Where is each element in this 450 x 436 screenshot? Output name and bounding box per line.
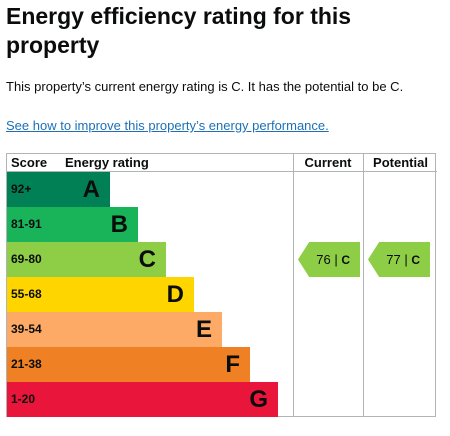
current-rating-value: 76 | bbox=[316, 252, 338, 267]
band-score: 92+ bbox=[7, 172, 55, 207]
band-bar: A bbox=[55, 172, 110, 207]
band-b: 81-91 B bbox=[7, 207, 293, 242]
energy-rating-chart: Score Energy rating Current Potential 92… bbox=[6, 153, 437, 417]
potential-rating-arrow: 77 | C bbox=[368, 242, 430, 277]
score-header: Score bbox=[7, 154, 55, 172]
potential-rating-letter: C bbox=[411, 253, 420, 267]
potential-rating-value: 77 | bbox=[386, 252, 408, 267]
band-bar: E bbox=[55, 312, 222, 347]
current-rating-letter: C bbox=[341, 253, 350, 267]
potential-divider bbox=[363, 154, 364, 416]
band-d: 55-68 D bbox=[7, 277, 293, 312]
band-score: 21-38 bbox=[7, 347, 55, 382]
current-divider bbox=[293, 154, 294, 416]
potential-header: Potential bbox=[364, 154, 437, 172]
band-score: 69-80 bbox=[7, 242, 55, 277]
current-rating-arrow: 76 | C bbox=[298, 242, 360, 277]
band-score: 39-54 bbox=[7, 312, 55, 347]
band-f: 21-38 F bbox=[7, 347, 293, 382]
band-bar: B bbox=[55, 207, 138, 242]
band-score: 81-91 bbox=[7, 207, 55, 242]
band-bar: D bbox=[55, 277, 194, 312]
band-bar: G bbox=[55, 382, 278, 417]
band-bar: F bbox=[55, 347, 250, 382]
improve-performance-link[interactable]: See how to improve this property’s energ… bbox=[6, 118, 329, 133]
band-e: 39-54 E bbox=[7, 312, 293, 347]
band-bar: C bbox=[55, 242, 166, 277]
band-c: 69-80 C bbox=[7, 242, 293, 277]
band-score: 1-20 bbox=[7, 382, 55, 417]
energy-rating-header: Energy rating bbox=[55, 154, 293, 172]
band-score: 55-68 bbox=[7, 277, 55, 312]
band-g: 1-20 G bbox=[7, 382, 293, 417]
page-title: Energy efficiency rating for this proper… bbox=[6, 3, 352, 58]
rating-summary: This property’s current energy rating is… bbox=[6, 79, 404, 94]
band-a: 92+ A bbox=[7, 172, 293, 207]
current-header: Current bbox=[293, 154, 363, 172]
